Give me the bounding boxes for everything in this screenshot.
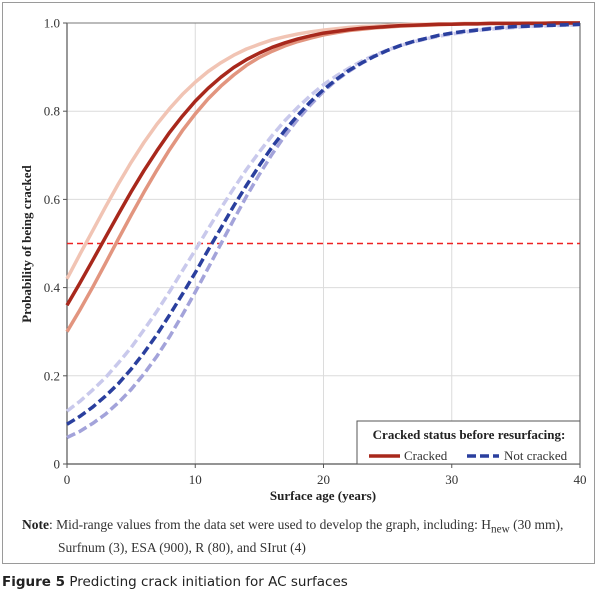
series-group <box>65 21 581 440</box>
legend-label-not-cracked: Not cracked <box>504 448 568 463</box>
y-tick-label: 0.8 <box>44 104 60 119</box>
note-text-1b: (30 mm), <box>509 517 564 532</box>
x-axis-label: Surface age (years) <box>270 488 376 503</box>
legend-title: Cracked status before resurfacing: <box>373 427 566 442</box>
figure-frame <box>2 2 595 564</box>
legend: Cracked status before resurfacing: Crack… <box>356 420 581 465</box>
x-tick-label: 0 <box>64 472 71 487</box>
ticks: 0 0.2 0.4 0.6 0.8 1.0 0 10 20 30 40 <box>44 16 587 488</box>
y-axis-label: Probability of being cracked <box>19 164 34 322</box>
series-line-not-cracked-upper-bound <box>65 23 581 413</box>
series-line-cracked <box>65 21 580 307</box>
note-text-1: : Mid-range values from the data set wer… <box>49 517 491 532</box>
caption-text: Predicting crack initiation for AC surfa… <box>65 574 348 590</box>
y-tick-label: 0.2 <box>44 368 60 383</box>
y-tick-label: 0 <box>54 457 61 472</box>
y-tick-label: 0.4 <box>44 280 61 295</box>
series-line-not-cracked <box>66 22 581 426</box>
note-text-2: Surfnum (3), ESA (900), R (80), and SIru… <box>58 539 306 555</box>
y-tick-label: 0.6 <box>44 192 61 207</box>
grid <box>67 22 581 464</box>
figure-caption: Figure 5 Predicting crack initiation for… <box>2 574 348 590</box>
legend-label-cracked: Cracked <box>404 448 448 463</box>
note-label: Note <box>22 517 49 532</box>
chart: 0 0.2 0.4 0.6 0.8 1.0 0 10 20 30 40 Surface age (y… <box>19 16 587 504</box>
figure-note: Note: Mid-range values from the data set… <box>22 516 582 556</box>
x-tick-label: 40 <box>574 472 587 487</box>
x-tick-label: 30 <box>445 472 458 487</box>
x-tick-label: 10 <box>189 472 202 487</box>
x-tick-label: 20 <box>317 472 330 487</box>
y-tick-label: 1.0 <box>44 16 60 31</box>
note-subscript: new <box>491 523 510 536</box>
caption-label: Figure 5 <box>2 574 66 590</box>
